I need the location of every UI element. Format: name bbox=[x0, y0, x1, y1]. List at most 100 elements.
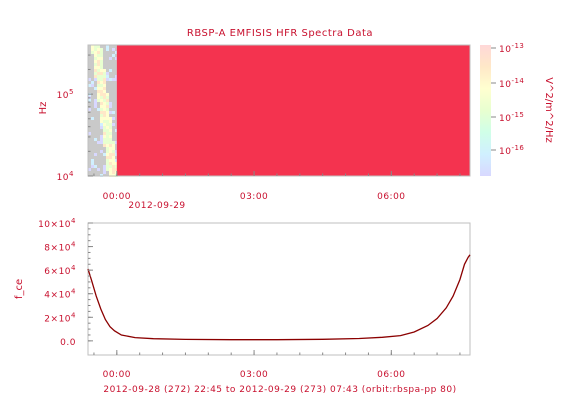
spectrogram-cell bbox=[97, 90, 100, 93]
spectrogram-cell bbox=[109, 105, 112, 108]
spectrogram-cell bbox=[100, 150, 103, 153]
spectrogram-cell bbox=[103, 144, 106, 147]
spectrogram-cell bbox=[112, 153, 115, 156]
spectrogram-title: RBSP-A EMFISIS HFR Spectra Data bbox=[187, 28, 373, 39]
spectrogram-cell bbox=[91, 48, 94, 51]
spectrogram-cell bbox=[112, 78, 115, 81]
spectrogram-cell bbox=[112, 168, 115, 171]
spectrogram-cell bbox=[94, 60, 97, 63]
spectrogram-y-ticks: 104 105 bbox=[57, 54, 93, 183]
spectrogram-cell bbox=[100, 87, 103, 90]
spectrogram-cell bbox=[109, 168, 112, 171]
spectrogram-y-tick-label: 104 bbox=[57, 170, 74, 183]
spectrogram-cell bbox=[103, 96, 106, 99]
spectrogram-cell bbox=[106, 102, 109, 105]
spectrogram-cell bbox=[112, 171, 115, 174]
spectrogram-cell bbox=[109, 141, 112, 144]
spectrogram-cell bbox=[103, 87, 106, 90]
spectrogram-cell bbox=[100, 117, 103, 120]
spectrogram-cell bbox=[115, 168, 118, 171]
spectrogram-cell bbox=[97, 51, 100, 54]
spectrogram-cell bbox=[109, 126, 112, 129]
spectrogram-cell bbox=[94, 48, 97, 51]
spectrogram-cell bbox=[97, 54, 100, 57]
spectrogram-cell bbox=[106, 108, 109, 111]
spectrogram-cell bbox=[109, 138, 112, 141]
spectrogram-cell bbox=[88, 168, 91, 171]
spectrogram-cell bbox=[109, 171, 112, 174]
spectrogram-cell bbox=[100, 81, 103, 84]
spectrogram-cell bbox=[109, 135, 112, 138]
spectrogram-cell bbox=[103, 171, 106, 174]
spectrogram-cell bbox=[109, 162, 112, 165]
spectrogram-cell bbox=[115, 78, 118, 81]
spectrogram-cell bbox=[109, 102, 112, 105]
spectrogram-cell bbox=[100, 51, 103, 54]
spectrogram-cell bbox=[112, 117, 115, 120]
spectrogram-cell bbox=[106, 141, 109, 144]
spectrogram-cell bbox=[106, 123, 109, 126]
spectrogram-cell bbox=[109, 156, 112, 159]
spectrogram-cell bbox=[106, 96, 109, 99]
spectrogram-cell bbox=[94, 75, 97, 78]
spectrogram-cell bbox=[106, 93, 109, 96]
fce-y-tick-label: 2×104 bbox=[44, 311, 76, 324]
spectrogram-x-tick-label: 03:00 bbox=[240, 192, 268, 202]
spectrogram-cell bbox=[115, 150, 118, 153]
spectrogram-cell bbox=[94, 78, 97, 81]
spectrogram-cell bbox=[109, 144, 112, 147]
spectrogram-date-label: 2012-09-29 bbox=[128, 201, 185, 211]
spectrogram-cell bbox=[106, 48, 109, 51]
spectrogram-cell bbox=[115, 159, 118, 162]
spectrogram-cell bbox=[103, 102, 106, 105]
spectrogram-cell bbox=[97, 72, 100, 75]
spectrogram-cell bbox=[88, 108, 91, 111]
spectrogram-cell bbox=[88, 132, 91, 135]
spectrogram-cell bbox=[100, 114, 103, 117]
spectrogram-cell bbox=[100, 63, 103, 66]
spectrogram-cell bbox=[106, 153, 109, 156]
spectrogram-cell bbox=[94, 138, 97, 141]
spectrogram-cell bbox=[109, 150, 112, 153]
spectrogram-cell bbox=[94, 51, 97, 54]
spectrogram-cell bbox=[103, 126, 106, 129]
spectrogram-cell bbox=[103, 99, 106, 102]
spectrogram-x-tick-label: 00:00 bbox=[103, 192, 131, 202]
spectrogram-cell bbox=[100, 111, 103, 114]
spectrogram-cell bbox=[94, 102, 97, 105]
colorbar-gradient bbox=[480, 45, 491, 176]
spectrogram-image bbox=[88, 45, 470, 177]
spectrogram-cell bbox=[94, 45, 97, 48]
spectrogram-cell bbox=[103, 72, 106, 75]
spectrogram-cell bbox=[112, 150, 115, 153]
spectrogram-cell bbox=[109, 165, 112, 168]
spectrogram-x-ticks: 00:00 03:00 06:00 bbox=[93, 171, 461, 202]
spectrogram-cell bbox=[106, 129, 109, 132]
fce-x-ticks: 00:00 03:00 06:00 bbox=[93, 350, 461, 380]
spectrogram-cell bbox=[103, 132, 106, 135]
spectrogram-cell bbox=[100, 138, 103, 141]
spectrogram-cell bbox=[100, 60, 103, 63]
spectrogram-cell bbox=[109, 153, 112, 156]
spectrogram-cell bbox=[103, 81, 106, 84]
spectrogram-cell bbox=[100, 141, 103, 144]
spectrogram-cell bbox=[103, 75, 106, 78]
fce-y-tick-label: 4×104 bbox=[44, 288, 76, 301]
spectrogram-cell bbox=[94, 153, 97, 156]
spectrogram-cell bbox=[112, 159, 115, 162]
spectrogram-cell bbox=[100, 66, 103, 69]
spectrogram-cell bbox=[106, 126, 109, 129]
spectrogram-cell bbox=[112, 54, 115, 57]
colorbar-tick-label: 10-16 bbox=[499, 144, 524, 157]
spectrogram-cell bbox=[100, 84, 103, 87]
spectrogram-cell bbox=[106, 117, 109, 120]
spectrogram-cell bbox=[97, 66, 100, 69]
spectrogram-panel: 00:00 03:00 06:00 104 105 bbox=[57, 44, 471, 202]
spectrogram-cell bbox=[97, 93, 100, 96]
spectrogram-cell bbox=[100, 90, 103, 93]
spectrogram-cell bbox=[100, 120, 103, 123]
spectrogram-cell bbox=[112, 111, 115, 114]
spectrogram-cell bbox=[103, 114, 106, 117]
spectrogram-cell bbox=[112, 165, 115, 168]
spectrogram-cell bbox=[109, 132, 112, 135]
